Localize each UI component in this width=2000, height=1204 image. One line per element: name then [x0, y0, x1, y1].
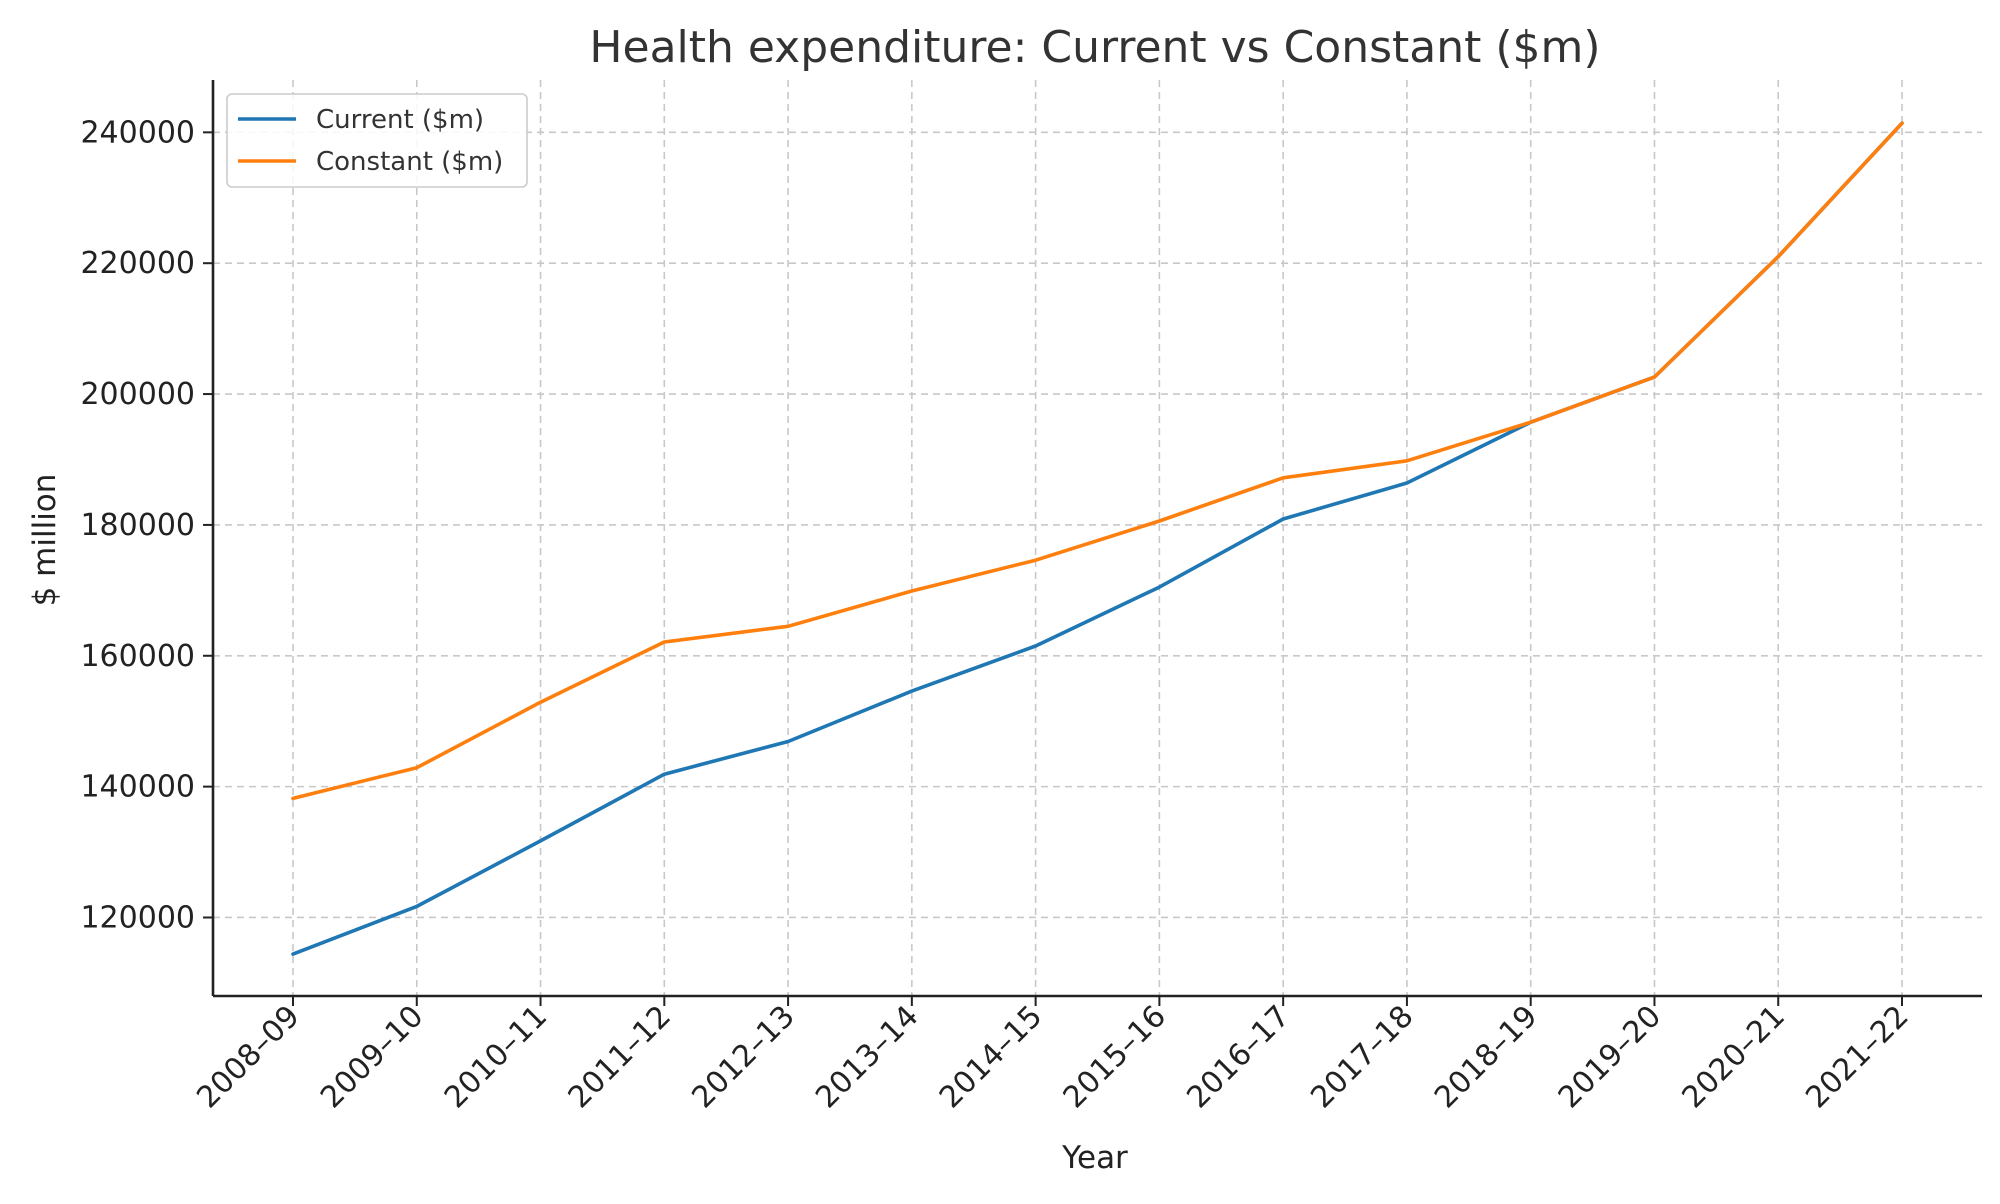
legend: Current ($m) Constant ($m) [226, 93, 528, 188]
series-line-constant [291, 121, 1904, 801]
x-tick-label: 2020–21 [1676, 999, 1792, 1115]
legend-label: Current ($m) [316, 105, 484, 135]
x-tick-label: 2021–22 [1799, 999, 1915, 1115]
y-tick-label: 180000 [80, 508, 195, 543]
grid [213, 80, 1982, 996]
y-tick-label: 120000 [80, 900, 195, 935]
y-tick-label: 200000 [80, 377, 195, 412]
y-axis-label: $ million [27, 474, 63, 607]
tick-labels: 2008–09 2009–10 2010–11 2011–12 2012–13 2013–… [80, 115, 1915, 1115]
x-tick-label: 2011–12 [562, 999, 678, 1115]
x-tick-label: 2009–10 [314, 999, 430, 1115]
x-tick-label: 2010–11 [438, 999, 554, 1115]
y-tick-label: 240000 [80, 115, 195, 150]
x-tick-label: 2015–16 [1057, 999, 1173, 1115]
legend-frame [226, 93, 528, 188]
x-tick-label: 2018–19 [1428, 999, 1544, 1115]
x-tick-label: 2017–18 [1304, 999, 1420, 1115]
chart-title: Health expenditure: Current vs Constant … [589, 22, 1600, 73]
y-tick-label: 140000 [80, 770, 195, 805]
y-tick-label: 160000 [80, 639, 195, 674]
y-tick-label: 220000 [80, 246, 195, 281]
x-tick-label: 2016–17 [1180, 999, 1296, 1115]
series-line-current [291, 121, 1904, 956]
axes [203, 80, 1982, 1006]
x-tick-label: 2008–09 [190, 999, 306, 1115]
legend-label: Constant ($m) [316, 147, 503, 177]
x-tick-label: 2012–13 [685, 999, 801, 1115]
x-tick-label: 2019–20 [1552, 999, 1668, 1115]
x-tick-label: 2014–15 [933, 999, 1049, 1115]
series-lines [291, 121, 1904, 956]
x-tick-label: 2013–14 [809, 999, 925, 1115]
x-axis-label: Year [1061, 1140, 1128, 1176]
